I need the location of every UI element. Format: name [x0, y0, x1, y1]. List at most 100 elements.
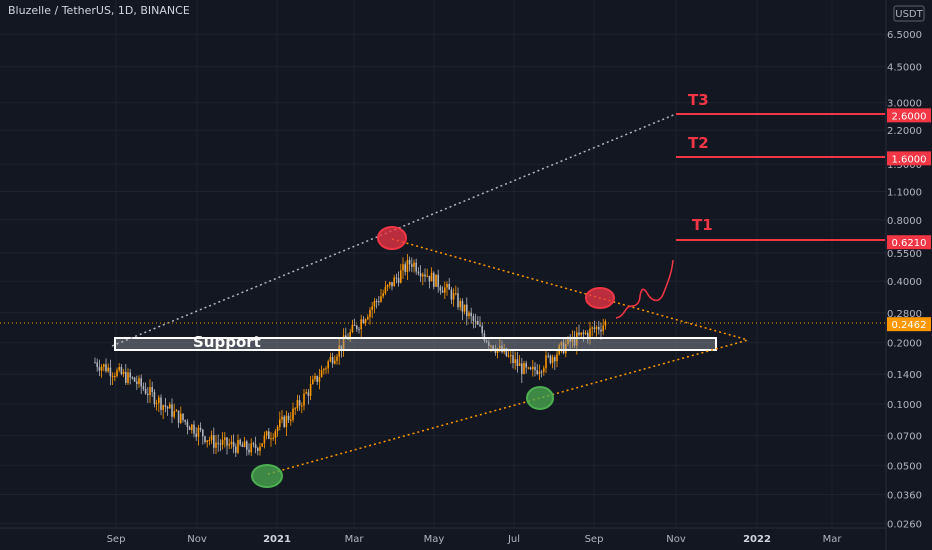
candle-body	[162, 405, 164, 410]
candle-body	[488, 342, 490, 346]
price-label-badge	[887, 317, 931, 332]
candle-body	[580, 332, 582, 335]
candle-body	[455, 293, 457, 295]
candle-body	[246, 441, 248, 450]
x-tick-label: Mar	[823, 534, 843, 545]
candle-body	[206, 440, 208, 443]
candle-body	[492, 345, 494, 350]
candle-body	[516, 359, 519, 366]
candle-body	[461, 301, 464, 312]
candle-body	[103, 364, 105, 367]
candle-body	[182, 413, 184, 420]
candle-body	[393, 277, 395, 287]
candle-body	[334, 360, 336, 364]
candle-body	[510, 355, 512, 357]
candle-body	[501, 345, 503, 353]
y-tick-label: 2.2000	[887, 126, 922, 137]
candle-body	[345, 335, 347, 339]
candle-body	[133, 377, 136, 382]
candle-body	[149, 387, 151, 396]
projection-curve	[615, 259, 674, 319]
candle-body	[569, 337, 571, 342]
candle-body	[364, 319, 367, 324]
candle-body	[547, 355, 549, 357]
price-axis[interactable]: USDT 6.5000 4.5000 3.0000 2.2000 1.5000 1.100…	[885, 0, 931, 550]
candle-body	[290, 419, 292, 421]
candle-body	[160, 397, 162, 410]
candle-body	[265, 431, 268, 436]
candle-body	[397, 278, 400, 283]
candle-body	[171, 404, 173, 417]
candle-body	[197, 427, 200, 437]
candle-body	[505, 348, 508, 356]
candle-body	[164, 405, 167, 407]
candle-body	[404, 264, 406, 272]
candle-body	[309, 383, 312, 396]
candle-body	[571, 337, 574, 342]
candle-body	[507, 355, 510, 357]
candle-body	[371, 306, 373, 310]
candle-body	[243, 441, 246, 447]
candle-body	[494, 349, 497, 353]
grid-lines	[0, 0, 886, 528]
x-tick-label: Sep	[107, 534, 126, 545]
candle-body	[595, 326, 598, 329]
upper-trendline[interactable]	[111, 113, 677, 347]
candle-body	[188, 427, 191, 431]
bottom-circle-1	[251, 464, 283, 488]
x-tick-label: 2022	[743, 534, 771, 545]
candle-body	[303, 393, 305, 406]
candle-body	[305, 392, 307, 394]
candle-body	[490, 345, 492, 347]
time-axis[interactable]: Sep Nov 2021 Mar May Jul Sep Nov 2022 Mar	[0, 527, 886, 545]
candle-body	[384, 286, 387, 294]
ascending-trendline[interactable]	[267, 339, 749, 475]
candle-body	[224, 437, 226, 440]
candle-body	[468, 312, 470, 317]
currency-label: USDT	[895, 9, 923, 20]
candle-body	[600, 329, 602, 332]
candle-body	[430, 272, 433, 282]
descending-trendline[interactable]	[391, 238, 749, 341]
candle-body	[325, 368, 327, 370]
candle-body	[549, 355, 552, 363]
candle-body	[400, 270, 402, 283]
candle-body	[122, 371, 125, 374]
currency-badge[interactable]	[893, 5, 925, 22]
support-zone[interactable]	[114, 337, 717, 351]
candle-body	[217, 442, 219, 444]
y-tick-label: 1.5000	[887, 160, 922, 171]
candle-body	[481, 326, 483, 334]
candle-body	[356, 325, 358, 330]
candle-body	[199, 427, 202, 430]
candle-body	[514, 359, 516, 364]
candle-body	[173, 411, 175, 417]
candle-body	[147, 393, 149, 396]
candle-body	[435, 274, 437, 287]
candle-body	[226, 437, 228, 446]
candle-body	[202, 429, 204, 437]
candle-body	[318, 377, 321, 382]
candle-body	[274, 431, 277, 438]
candle-body	[479, 324, 481, 327]
candle-body	[463, 304, 466, 312]
candle-body	[375, 300, 378, 302]
candle-body	[466, 304, 468, 317]
candle-body	[573, 337, 576, 346]
candle-body	[523, 363, 525, 374]
candle-body	[155, 403, 158, 405]
candle-body	[107, 367, 109, 372]
candle-body	[94, 362, 96, 364]
candle-body	[191, 424, 193, 431]
t3-label: T3	[688, 91, 709, 109]
y-tick-label: 0.0260	[887, 519, 922, 530]
candle-body	[138, 378, 140, 384]
candle-body	[411, 264, 413, 267]
candle-body	[329, 357, 332, 362]
candle-body	[153, 391, 156, 405]
candle-body	[228, 444, 230, 446]
candle-body	[268, 431, 270, 439]
candle-body	[358, 329, 360, 331]
y-tick-label: 4.5000	[887, 63, 922, 74]
